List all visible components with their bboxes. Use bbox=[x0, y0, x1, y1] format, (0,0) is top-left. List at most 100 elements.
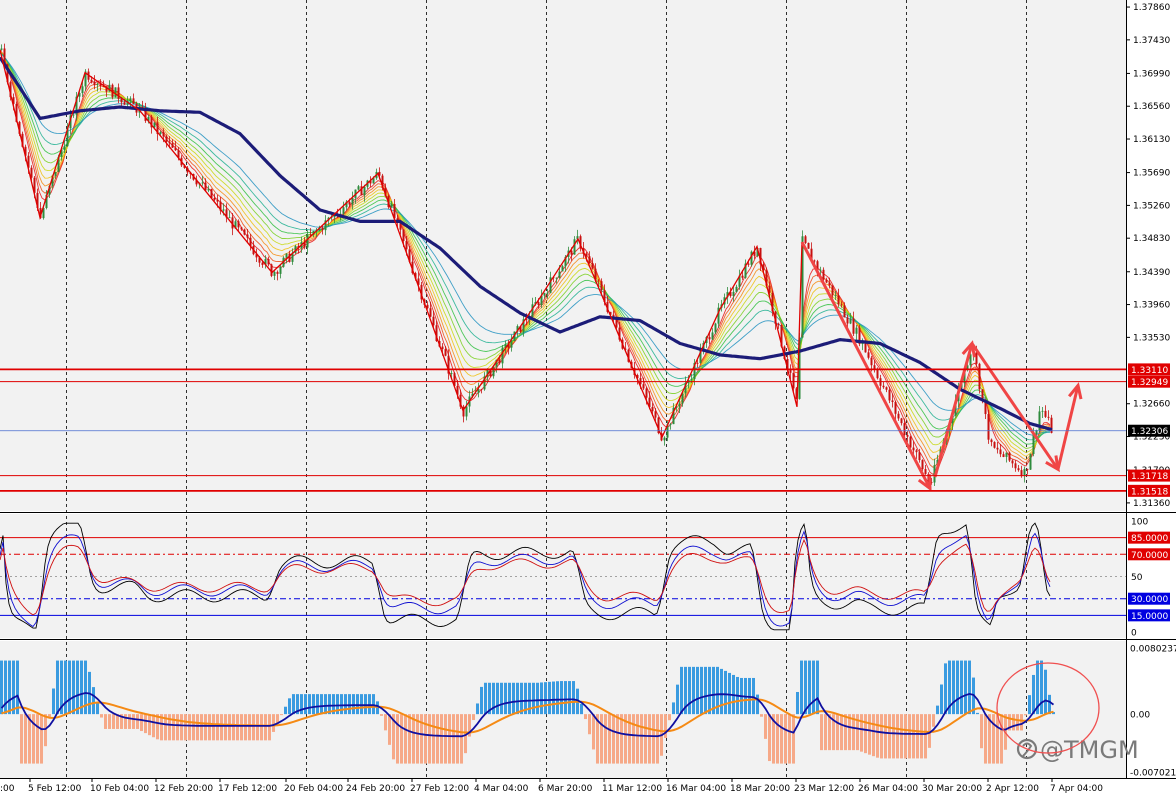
macd-histogram-bar bbox=[268, 714, 271, 741]
macd-histogram-bar bbox=[704, 666, 707, 715]
time-tick-label: 6 Mar 20:00 bbox=[538, 784, 593, 794]
macd-histogram-bar bbox=[924, 714, 927, 759]
macd-histogram-bar bbox=[888, 714, 891, 759]
macd-histogram-bar bbox=[780, 714, 783, 764]
svg-text:1.31718: 1.31718 bbox=[1131, 472, 1168, 482]
zigzag-line bbox=[0, 49, 803, 439]
macd-histogram-bar bbox=[604, 714, 607, 764]
macd-histogram-bar bbox=[852, 714, 855, 751]
macd-histogram-bar bbox=[64, 660, 67, 715]
macd-histogram-bar bbox=[452, 714, 455, 764]
macd-histogram-bar bbox=[608, 714, 611, 764]
macd-histogram-bar bbox=[524, 682, 527, 715]
macd-histogram-bar bbox=[304, 694, 307, 715]
macd-histogram-bar bbox=[724, 670, 727, 715]
oscillator-tick-label: 100 bbox=[1131, 518, 1148, 528]
macd-histogram-bar bbox=[92, 687, 95, 715]
macd-histogram-bar bbox=[980, 714, 983, 749]
macd-histogram-bar bbox=[644, 714, 647, 764]
macd-histogram-bar bbox=[272, 714, 275, 732]
macd-histogram-bar bbox=[728, 672, 731, 715]
svg-text:15.0000: 15.0000 bbox=[1131, 612, 1168, 622]
macd-histogram-bar bbox=[580, 703, 583, 715]
macd-histogram-bar bbox=[536, 682, 539, 715]
macd-histogram-bar bbox=[764, 714, 767, 739]
macd-histogram-bar bbox=[336, 694, 339, 715]
macd-histogram-bar bbox=[484, 682, 487, 715]
macd-histogram-bar bbox=[0, 660, 3, 715]
macd-histogram-bar bbox=[596, 714, 599, 764]
macd-histogram-bar bbox=[36, 714, 39, 764]
macd-main-line bbox=[0, 692, 1055, 738]
macd-histogram-bar bbox=[564, 681, 567, 715]
macd-histogram-bar bbox=[756, 694, 759, 715]
macd-histogram-bar bbox=[328, 694, 331, 715]
macd-histogram-bar bbox=[444, 714, 447, 764]
macd-histogram-bar bbox=[48, 714, 51, 718]
time-axis: :00 5 Feb 12:00 10 Feb 04:00 12 Feb 20:00 17… bbox=[0, 778, 1103, 794]
macd-histogram-bar bbox=[104, 714, 107, 729]
tmgm-logo: @TMGM bbox=[1016, 736, 1139, 764]
macd-histogram-bar bbox=[800, 660, 803, 715]
macd-histogram-bar bbox=[12, 660, 15, 715]
macd-signal-line bbox=[1, 698, 1054, 734]
oscillator-level-tag bbox=[1128, 548, 1170, 561]
macd-histogram-bar bbox=[56, 660, 59, 715]
price-panel[interactable] bbox=[0, 0, 1126, 511]
macd-histogram-bar bbox=[676, 684, 679, 715]
macd-histogram-bar bbox=[712, 666, 715, 715]
macd-histogram-bar bbox=[456, 714, 459, 764]
macd-histogram-bar bbox=[480, 686, 483, 715]
macd-histogram-bar bbox=[700, 666, 703, 715]
macd-histogram-bar bbox=[380, 714, 383, 716]
macd-histogram-bar bbox=[680, 666, 683, 715]
macd-histogram-bar bbox=[280, 714, 283, 716]
macd-histogram-bar bbox=[832, 714, 835, 751]
macd-tick-label: 0.0080237 bbox=[1130, 645, 1176, 655]
macd-histogram-bar bbox=[1048, 694, 1051, 715]
macd-histogram-bar bbox=[28, 714, 31, 764]
macd-histogram-bar bbox=[816, 660, 819, 715]
forecast-arrow bbox=[1056, 385, 1080, 470]
macd-histogram-bar bbox=[472, 714, 475, 721]
macd-histogram-bar bbox=[1036, 660, 1039, 715]
time-tick-label: 30 Mar 20:00 bbox=[922, 784, 982, 794]
macd-histogram-bar bbox=[876, 714, 879, 758]
macd-histogram-bar bbox=[276, 714, 279, 724]
macd-histogram-bar bbox=[368, 694, 371, 715]
macd-histogram-bar bbox=[964, 660, 967, 715]
macd-histogram-bar bbox=[948, 660, 951, 715]
macd-histogram-bar bbox=[872, 714, 875, 757]
highlight-circle bbox=[996, 662, 1100, 754]
oscillator-panel[interactable] bbox=[0, 514, 1126, 638]
macd-histogram-bar bbox=[556, 681, 559, 715]
macd-histogram-bar bbox=[808, 660, 811, 715]
macd-histogram-bar bbox=[260, 714, 263, 741]
macd-histogram-bar bbox=[320, 694, 323, 715]
macd-histogram-bar bbox=[188, 714, 191, 741]
macd-histogram-bar bbox=[180, 714, 183, 741]
oscillator-tick-label: 50 bbox=[1131, 573, 1143, 583]
macd-histogram-bar bbox=[656, 714, 659, 764]
macd-histogram-bar bbox=[892, 714, 895, 759]
svg-text:1.32306: 1.32306 bbox=[1131, 427, 1168, 437]
price-tick-label: 1.34830 bbox=[1133, 234, 1170, 244]
macd-histogram-bar bbox=[224, 714, 227, 741]
macd-histogram-bar bbox=[500, 682, 503, 715]
macd-histogram-bar bbox=[176, 714, 179, 741]
price-tick-label: 1.37860 bbox=[1133, 3, 1170, 13]
macd-histogram-bar bbox=[352, 694, 355, 715]
macd-histogram-bar bbox=[836, 714, 839, 751]
macd-histogram-bar bbox=[992, 714, 995, 764]
svg-text:1.33110: 1.33110 bbox=[1131, 366, 1168, 376]
macd-histogram-bar bbox=[108, 714, 111, 729]
macd-histogram-bar bbox=[52, 688, 55, 715]
macd-histogram-bar bbox=[904, 714, 907, 759]
macd-histogram-bar bbox=[424, 714, 427, 764]
time-tick-label: 18 Mar 20:00 bbox=[730, 784, 790, 794]
macd-series bbox=[0, 660, 1055, 764]
price-tick-label: 1.33960 bbox=[1133, 301, 1170, 311]
macd-tick-label: -0.007021 bbox=[1130, 769, 1176, 779]
macd-histogram-bar bbox=[1032, 674, 1035, 715]
